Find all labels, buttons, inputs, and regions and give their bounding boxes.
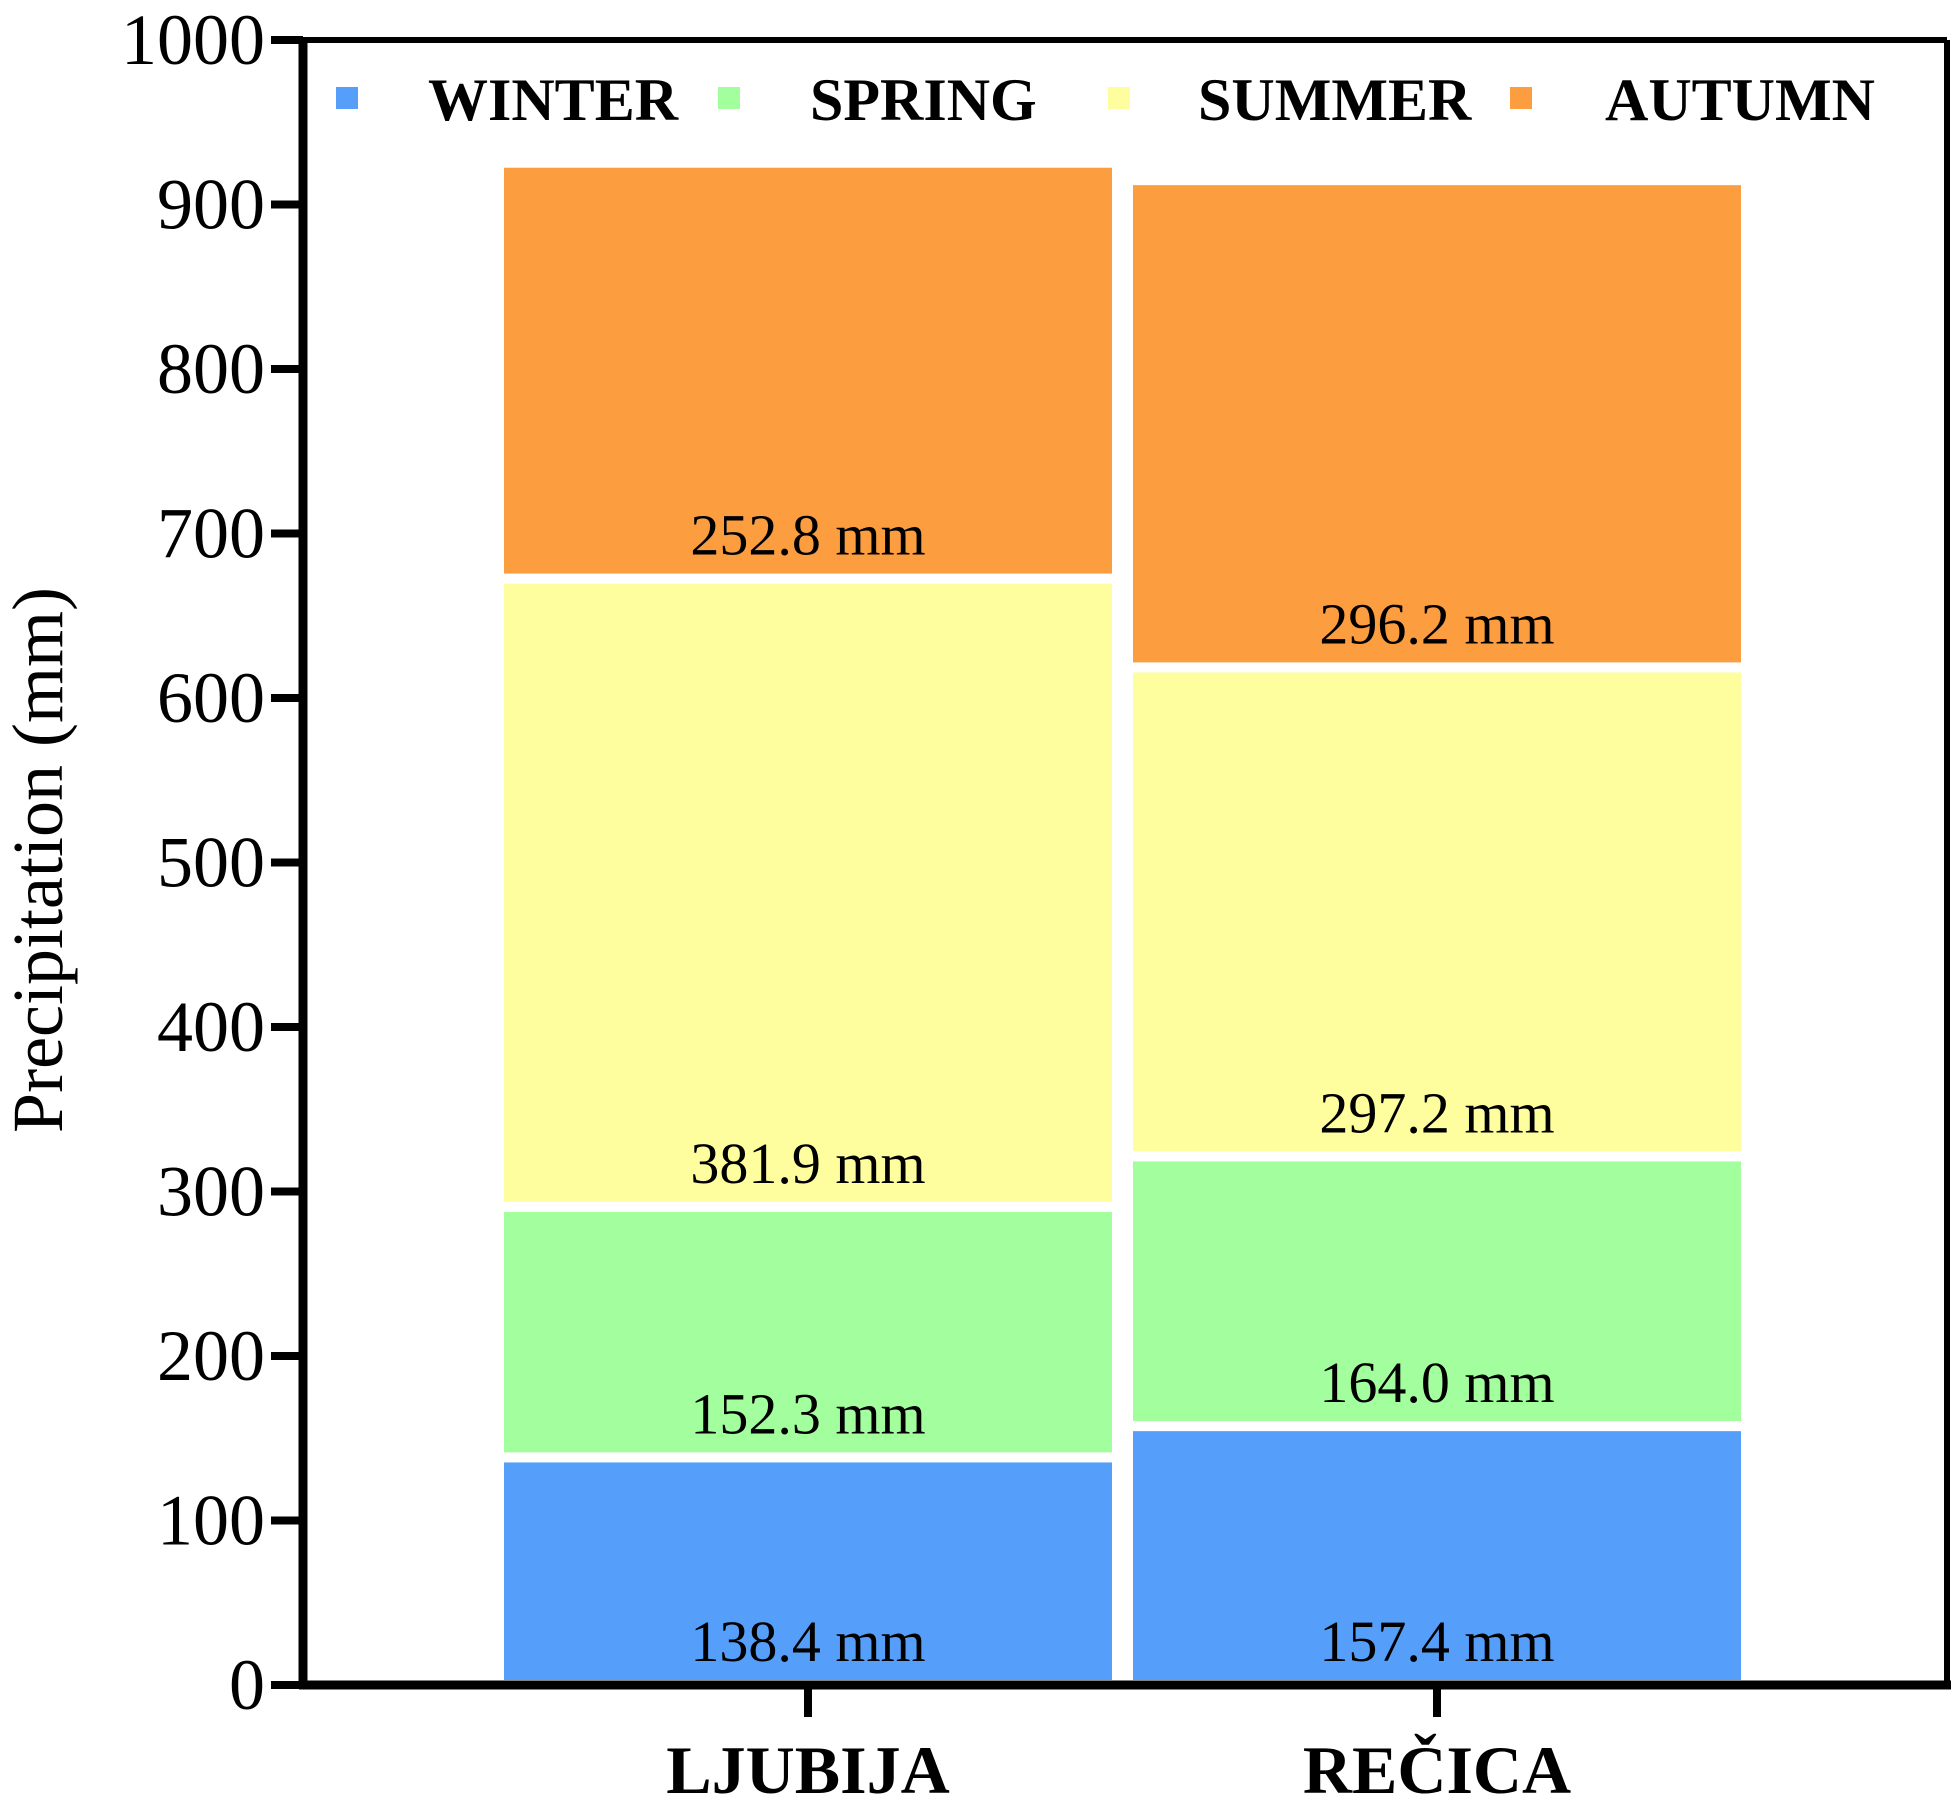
axes-layer: 0 100 200 300 400 500 600 700 800 900 1000 LJUBIJA R… <box>121 0 1951 1800</box>
y-tick-label-0: 0 <box>229 1645 265 1725</box>
bar-segment-autumn-2 <box>1123 175 1751 673</box>
data-label-autumn-2: 296.2 mm <box>1319 591 1554 656</box>
y-tick-label-100: 100 <box>157 1481 265 1561</box>
y-tick-label-700: 700 <box>157 494 265 574</box>
bar-segment-winter-2 <box>1123 1421 1751 1691</box>
y-tick-label-400: 400 <box>157 987 265 1067</box>
y-tick-label-600: 600 <box>157 658 265 738</box>
x-tick-label-2: REČICA <box>1303 1732 1571 1800</box>
bar-segment-spring-1 <box>494 1201 1122 1463</box>
data-label-autumn-1: 252.8 mm <box>690 503 925 568</box>
bar-segment-summer-1 <box>494 573 1122 1212</box>
legend-label-winter: WINTER <box>428 67 679 133</box>
legend-swatch-spring <box>718 87 740 109</box>
data-label-spring-1: 152.3 mm <box>690 1381 925 1446</box>
legend: WINTER SPRING SUMMER AUTUMN <box>336 67 1875 133</box>
y-tick-label-200: 200 <box>157 1316 265 1396</box>
x-tick-label-1: LJUBIJA <box>666 1732 949 1800</box>
y-tick-label-500: 500 <box>157 823 265 903</box>
legend-label-spring: SPRING <box>810 67 1037 133</box>
legend-swatch-summer <box>1108 87 1130 109</box>
data-labels-layer: 138.4 mm 152.3 mm 381.9 mm 252.8 mm 157.4 mm… <box>690 503 1554 1674</box>
data-label-winter-1: 138.4 mm <box>690 1609 925 1674</box>
bar-segment-winter-1 <box>494 1452 1122 1691</box>
legend-swatch-autumn <box>1510 87 1532 109</box>
y-tick-label-800: 800 <box>157 329 265 409</box>
data-label-winter-2: 157.4 mm <box>1319 1609 1554 1674</box>
y-tick-label-900: 900 <box>157 165 265 245</box>
legend-label-summer: SUMMER <box>1198 67 1472 133</box>
bars-layer <box>494 157 1751 1691</box>
bar-segment-spring-2 <box>1123 1151 1751 1432</box>
data-label-summer-2: 297.2 mm <box>1319 1080 1554 1145</box>
y-axis-label: Precipitation (mm) <box>0 587 78 1133</box>
y-tick-label-1000: 1000 <box>121 0 265 80</box>
y-tick-label-300: 300 <box>157 1152 265 1232</box>
legend-label-autumn: AUTUMN <box>1605 67 1875 133</box>
data-label-summer-1: 381.9 mm <box>690 1131 925 1196</box>
bar-segment-autumn-1 <box>494 157 1122 584</box>
data-label-spring-2: 164.0 mm <box>1319 1350 1554 1415</box>
bar-segment-summer-2 <box>1123 662 1751 1162</box>
legend-swatch-winter <box>336 87 358 109</box>
